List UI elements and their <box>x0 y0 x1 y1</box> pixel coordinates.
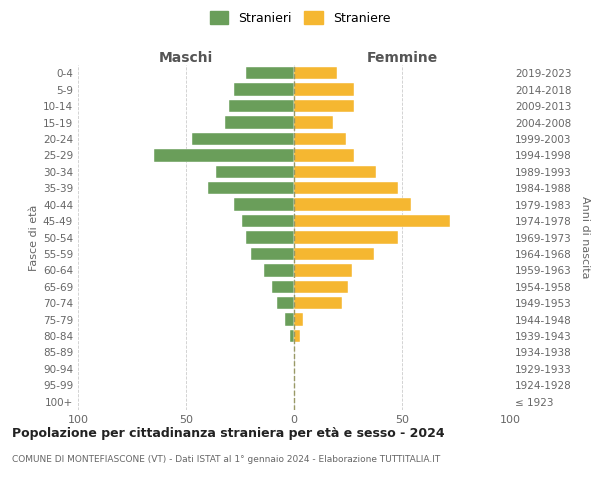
Bar <box>154 149 294 162</box>
Text: COMUNE DI MONTEFIASCONE (VT) - Dati ISTAT al 1° gennaio 2024 - Elaborazione TUTT: COMUNE DI MONTEFIASCONE (VT) - Dati ISTA… <box>12 455 440 464</box>
Bar <box>208 182 294 194</box>
Bar <box>294 84 355 96</box>
Bar <box>251 248 294 260</box>
Bar <box>294 149 355 162</box>
Bar <box>247 232 294 243</box>
Bar <box>294 280 348 293</box>
Text: Femmine: Femmine <box>367 51 437 65</box>
Bar <box>294 215 449 227</box>
Bar <box>294 314 302 326</box>
Bar <box>294 264 352 276</box>
Bar <box>233 84 294 96</box>
Bar <box>294 198 410 211</box>
Bar <box>225 116 294 128</box>
Y-axis label: Anni di nascita: Anni di nascita <box>580 196 590 279</box>
Bar <box>294 297 341 310</box>
Bar <box>216 166 294 178</box>
Bar <box>294 133 346 145</box>
Bar <box>286 314 294 326</box>
Bar <box>294 248 374 260</box>
Bar <box>294 182 398 194</box>
Text: Maschi: Maschi <box>159 51 213 65</box>
Bar <box>294 67 337 80</box>
Bar <box>294 100 355 112</box>
Text: Popolazione per cittadinanza straniera per età e sesso - 2024: Popolazione per cittadinanza straniera p… <box>12 428 445 440</box>
Y-axis label: Fasce di età: Fasce di età <box>29 204 39 270</box>
Bar <box>193 133 294 145</box>
Bar <box>294 166 376 178</box>
Bar <box>242 215 294 227</box>
Bar <box>277 297 294 310</box>
Legend: Stranieri, Straniere: Stranieri, Straniere <box>205 6 395 30</box>
Bar <box>294 330 301 342</box>
Bar <box>294 232 398 243</box>
Bar <box>294 116 333 128</box>
Bar <box>290 330 294 342</box>
Bar <box>233 198 294 211</box>
Bar <box>272 280 294 293</box>
Bar <box>264 264 294 276</box>
Bar <box>229 100 294 112</box>
Bar <box>247 67 294 80</box>
